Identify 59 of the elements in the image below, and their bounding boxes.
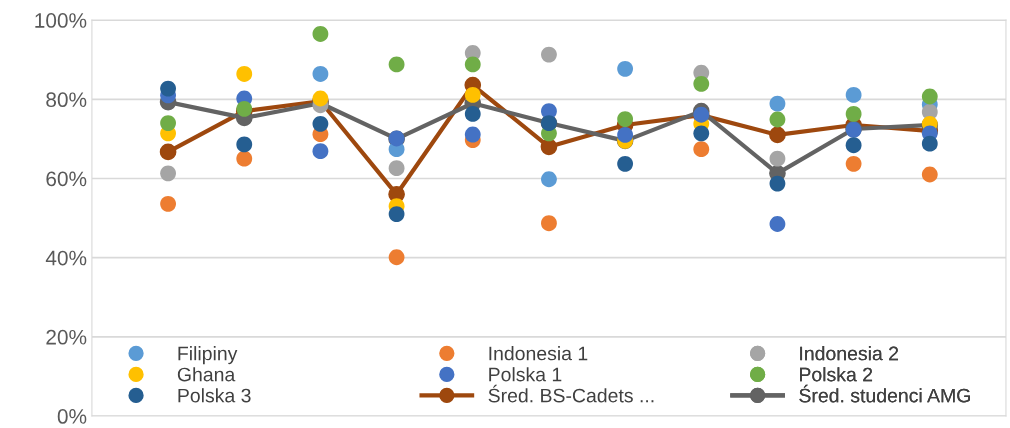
y-tick-label: 80% (46, 92, 87, 108)
point (693, 75, 710, 92)
point (769, 126, 786, 144)
legend-label: Indonesia 1 (489, 346, 588, 361)
point (921, 88, 938, 105)
point (769, 216, 786, 232)
point (464, 126, 481, 143)
legend-label: Polska 1 (489, 367, 562, 382)
point (541, 46, 557, 63)
point (160, 80, 176, 97)
point (312, 66, 329, 82)
y-tick-label: 40% (45, 250, 87, 266)
y-tick-label: 0% (57, 409, 87, 424)
point (236, 136, 253, 153)
point (617, 155, 634, 172)
point (617, 60, 634, 77)
point (541, 215, 557, 232)
point (921, 135, 938, 152)
point (540, 138, 558, 156)
point (236, 150, 253, 167)
point (236, 66, 253, 82)
point (617, 127, 634, 143)
point (159, 143, 177, 161)
point (845, 106, 862, 122)
y-tick-label: 20% (46, 329, 87, 345)
point (464, 106, 481, 122)
point (845, 87, 862, 103)
point (769, 175, 786, 192)
point (769, 95, 786, 112)
point (312, 26, 329, 42)
y-tick-label: 60% (46, 171, 87, 187)
legend-label: Indonesia 2 (800, 346, 899, 361)
point (160, 165, 176, 182)
point (160, 115, 176, 131)
y-tick-label: 100% (35, 13, 87, 28)
point (617, 111, 634, 128)
point (464, 56, 481, 73)
legend-label: Śred. BS-Cadets ... (488, 384, 654, 403)
point (769, 111, 786, 128)
point (160, 195, 176, 212)
point (769, 150, 786, 167)
point (921, 166, 938, 183)
point (388, 160, 405, 177)
legend-label: Ghana (177, 367, 236, 382)
point (693, 125, 710, 142)
point (388, 56, 405, 73)
legend-label: Filipiny (178, 346, 238, 365)
legend-label: Śred. studenci AMG (799, 384, 970, 403)
point (312, 143, 329, 160)
point (541, 171, 557, 188)
point (693, 141, 710, 158)
point (388, 249, 405, 266)
point (464, 87, 481, 103)
point (312, 115, 329, 132)
legend-label: Polska 2 (800, 367, 873, 382)
point (845, 137, 862, 154)
point (845, 155, 862, 172)
point (388, 206, 405, 223)
legend-label: Polska 3 (178, 388, 251, 403)
